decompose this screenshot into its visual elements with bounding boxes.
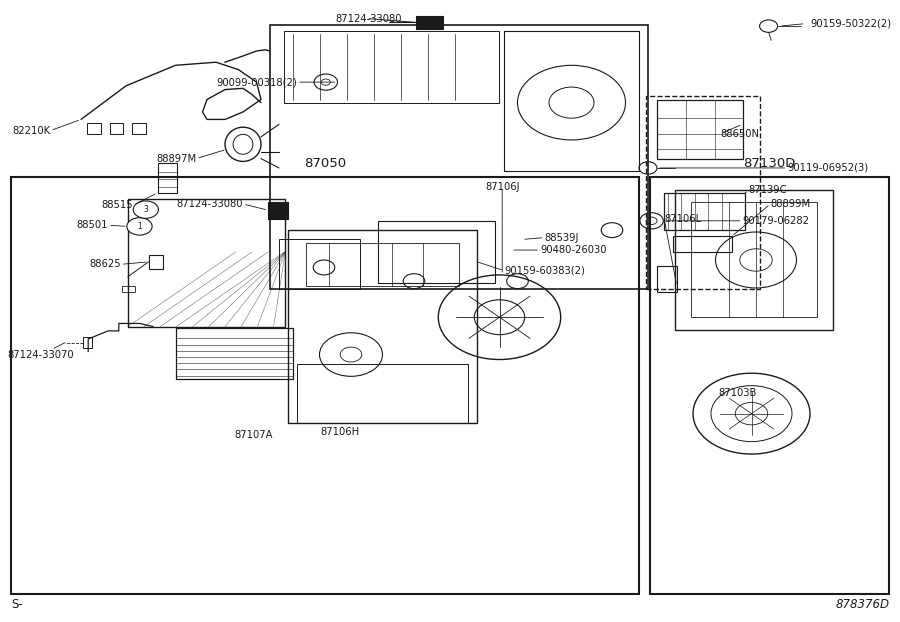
Bar xyxy=(657,100,742,159)
Text: 90480-26030: 90480-26030 xyxy=(540,245,607,255)
Bar xyxy=(675,190,832,330)
Bar xyxy=(284,31,500,103)
Text: 90119-06952(3): 90119-06952(3) xyxy=(788,163,868,173)
Text: 88515: 88515 xyxy=(102,200,133,210)
Bar xyxy=(288,230,477,423)
Circle shape xyxy=(133,201,158,218)
Bar xyxy=(268,202,288,219)
Bar xyxy=(148,255,163,269)
Text: 1: 1 xyxy=(137,222,142,231)
Text: 87106H: 87106H xyxy=(320,427,360,437)
Text: 88899M: 88899M xyxy=(770,199,811,209)
Text: 87107A: 87107A xyxy=(235,430,273,440)
Text: 87124-33070: 87124-33070 xyxy=(7,350,74,360)
Bar xyxy=(132,123,146,134)
Text: 87106J: 87106J xyxy=(485,182,519,192)
Text: 90099-00318(2): 90099-00318(2) xyxy=(216,77,297,87)
Bar xyxy=(158,163,177,193)
Text: 3: 3 xyxy=(143,205,148,214)
Bar xyxy=(176,328,292,379)
Text: 88897M: 88897M xyxy=(156,154,196,164)
Bar xyxy=(110,123,123,134)
Text: 87050: 87050 xyxy=(304,157,346,170)
Text: 88625: 88625 xyxy=(89,259,121,269)
Text: S-: S- xyxy=(11,598,22,611)
Circle shape xyxy=(127,218,152,235)
Bar xyxy=(270,25,648,289)
Text: 82210K: 82210K xyxy=(13,126,50,136)
Text: 87130D: 87130D xyxy=(743,157,796,170)
Bar xyxy=(646,96,760,289)
Text: 90179-06282: 90179-06282 xyxy=(742,216,809,226)
Bar xyxy=(83,337,92,348)
Bar xyxy=(657,266,677,292)
Bar xyxy=(504,31,639,171)
Bar xyxy=(378,221,495,283)
Text: 87139C: 87139C xyxy=(749,185,788,195)
Bar xyxy=(87,123,101,134)
Bar xyxy=(416,16,443,29)
Text: 87124-33080: 87124-33080 xyxy=(336,14,402,24)
Bar xyxy=(673,236,732,252)
Text: 90159-60383(2): 90159-60383(2) xyxy=(504,266,585,276)
Bar xyxy=(691,202,817,317)
Bar xyxy=(650,177,889,594)
Bar xyxy=(279,239,360,289)
Bar xyxy=(128,199,285,327)
Text: 87103B: 87103B xyxy=(719,388,757,398)
Text: 88501: 88501 xyxy=(76,220,108,230)
Text: 90159-50322(2): 90159-50322(2) xyxy=(810,19,891,29)
Bar xyxy=(11,177,639,594)
Text: 87124-33080: 87124-33080 xyxy=(176,199,243,209)
Bar xyxy=(122,286,135,292)
Text: 878376D: 878376D xyxy=(835,598,889,611)
Bar xyxy=(297,364,468,423)
Text: 88650N: 88650N xyxy=(720,129,759,139)
Text: 87106L: 87106L xyxy=(664,214,701,224)
Bar xyxy=(664,193,745,230)
Bar xyxy=(306,243,459,286)
Text: 88539J: 88539J xyxy=(544,233,579,243)
